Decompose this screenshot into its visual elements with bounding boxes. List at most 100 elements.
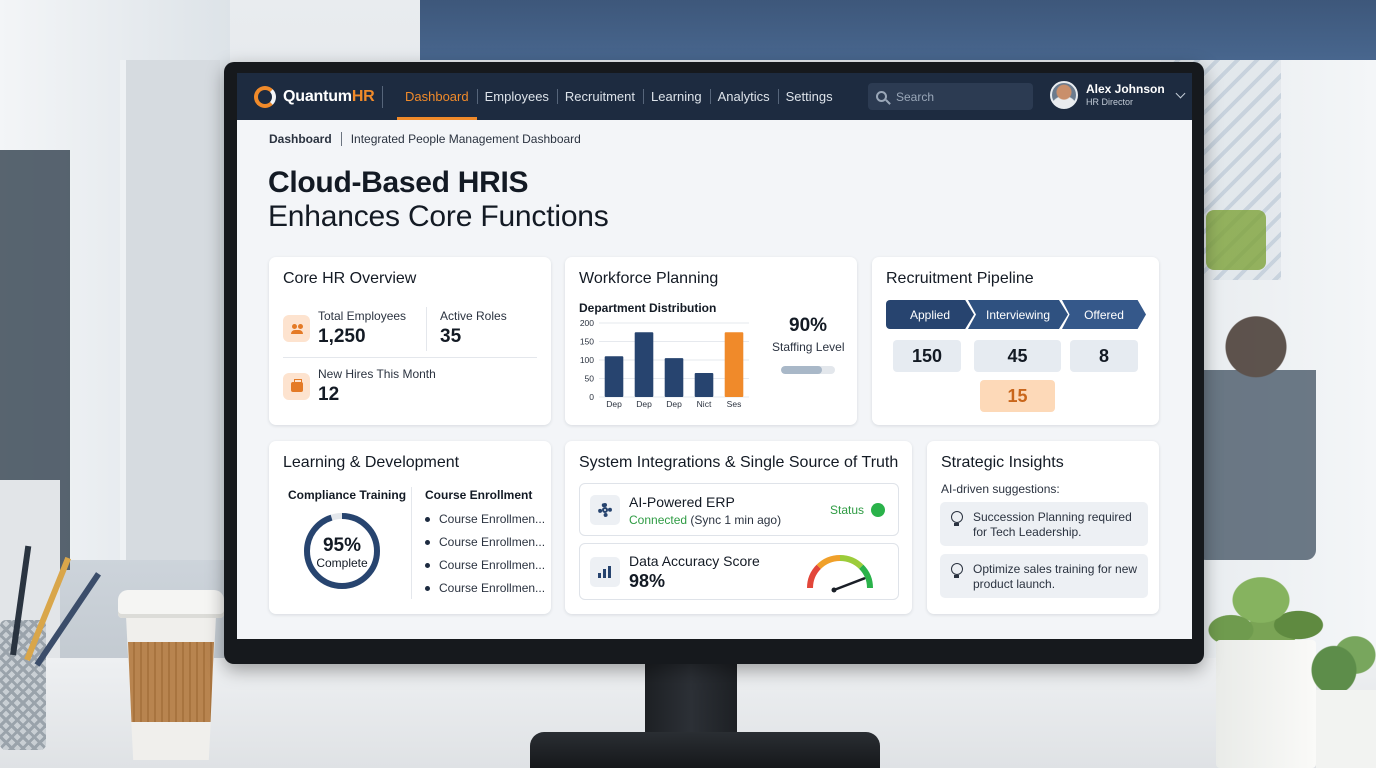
chart-bar: [694, 372, 714, 397]
chart-bar: [664, 358, 684, 397]
applied-count: 150: [893, 340, 961, 372]
x-tick-label: Dep: [666, 399, 682, 409]
chart-subtitle: Department Distribution: [579, 301, 717, 315]
list-item[interactable]: Course Enrollmen...: [425, 512, 545, 526]
compliance-caption: Complete: [316, 556, 368, 570]
card-title: Strategic Insights: [941, 454, 1064, 471]
card-title: Recruitment Pipeline: [886, 270, 1034, 287]
app-logo[interactable]: QuantumHR: [254, 86, 375, 108]
search-icon: [876, 91, 887, 102]
accuracy-value: 98%: [629, 571, 666, 591]
divider: [411, 487, 412, 599]
nav-item-dashboard[interactable]: Dashboard: [397, 73, 477, 120]
coffee-cup: [118, 590, 224, 760]
staffing-progress-bar: [781, 366, 835, 374]
bullet: [425, 539, 430, 545]
card-title: Workforce Planning: [579, 270, 719, 287]
learning-development-card: Learning & Development Compliance Traini…: [269, 441, 551, 614]
pipeline-stages: Applied Interviewing Offered: [886, 300, 1146, 329]
lightbulb-icon: [951, 563, 963, 578]
chevron-down-icon[interactable]: [1175, 88, 1186, 98]
department-distribution-chart: 0 50 100 150 200 Dep Dep Dep Nict Ses: [580, 318, 749, 409]
background-person: [1196, 300, 1316, 560]
plant-pot: [1216, 640, 1316, 768]
logo-text: QuantumHR: [283, 88, 375, 105]
bullet: [425, 562, 430, 568]
accuracy-gauge: [807, 555, 873, 593]
insight-item[interactable]: Succession Planning required for Tech Le…: [940, 502, 1148, 546]
compliance-training-label: Compliance Training: [288, 488, 407, 502]
active-roles-label: Active Roles: [440, 309, 507, 323]
insight-item[interactable]: Optimize sales training for new product …: [940, 554, 1148, 598]
new-hires-value: 12: [318, 384, 340, 405]
x-tick-label: Dep: [636, 399, 652, 409]
gauge-needle: [832, 577, 866, 592]
offered-count: 8: [1070, 340, 1138, 372]
monitor-stand: [645, 660, 737, 740]
list-item[interactable]: Course Enrollmen...: [425, 581, 545, 595]
status-indicator: [871, 503, 885, 517]
nav-item-employees[interactable]: Employees: [476, 73, 557, 120]
gauge-arc: [807, 564, 822, 589]
list-item[interactable]: Course Enrollmen...: [425, 558, 545, 572]
page-title: Cloud-Based HRIS: [268, 166, 529, 199]
card-title: System Integrations & Single Source of T…: [579, 454, 899, 471]
stage-offered[interactable]: Offered: [1062, 300, 1146, 329]
user-menu[interactable]: Alex Johnson HR Director: [1050, 81, 1186, 109]
user-name: Alex Johnson: [1086, 82, 1165, 96]
x-tick-label: Dep: [606, 399, 622, 409]
bullet: [425, 516, 430, 522]
insights-subtitle: AI-driven suggestions:: [941, 482, 1060, 496]
y-tick-label: 150: [580, 337, 594, 347]
avatar[interactable]: [1050, 81, 1078, 109]
staffing-level-label: Staffing Level: [772, 340, 845, 354]
card-title: Core HR Overview: [283, 270, 417, 287]
search-input[interactable]: [896, 89, 1026, 104]
x-tick-label: Ses: [727, 399, 742, 409]
background-wall-plant: [1206, 210, 1266, 270]
pen-holder: [0, 620, 46, 750]
lightbulb-icon: [951, 511, 963, 526]
logo-icon: [254, 86, 276, 108]
background-ceiling-beam: [420, 0, 1376, 60]
chart-bar: [604, 356, 624, 397]
strategic-insights-card: Strategic Insights AI-driven suggestions…: [927, 441, 1159, 614]
nav-item-learning[interactable]: Learning: [643, 73, 710, 120]
nav-item-settings[interactable]: Settings: [777, 73, 841, 120]
y-tick-label: 50: [585, 374, 595, 384]
desk-plant-small: [1306, 625, 1376, 700]
breadcrumb-root[interactable]: Dashboard: [269, 132, 332, 146]
y-tick-label: 200: [580, 318, 594, 328]
nav-divider: [382, 86, 383, 108]
insight-text: Optimize sales training for new product …: [973, 562, 1138, 591]
breadcrumb: Dashboard Integrated People Management D…: [269, 132, 581, 146]
list-item[interactable]: Course Enrollmen...: [425, 535, 545, 549]
main-nav: Dashboard Employees Recruitment Learning…: [397, 73, 841, 120]
compliance-percent: 95%: [322, 535, 362, 556]
core-hr-card: Core HR Overview Total Employees 1,250 A…: [269, 257, 551, 425]
bullet: [425, 585, 430, 591]
stage-interviewing[interactable]: Interviewing: [968, 300, 1068, 329]
staffing-progress-fill: [781, 366, 823, 374]
interviewing-count: 45: [974, 340, 1061, 372]
gauge-arc: [839, 555, 864, 570]
breadcrumb-separator: [340, 132, 342, 146]
chart-bar: [724, 332, 744, 397]
data-accuracy-row[interactable]: Data Accuracy Score 98%: [579, 543, 899, 600]
nav-item-recruitment[interactable]: Recruitment: [556, 73, 643, 120]
erp-status-line: Connected (Sync 1 min ago): [629, 513, 782, 527]
divider: [426, 307, 427, 351]
plant-pot-small: [1316, 690, 1376, 768]
y-tick-label: 0: [589, 392, 594, 402]
highlighted-count: 15: [980, 380, 1055, 412]
accuracy-title: Data Accuracy Score: [629, 553, 760, 569]
system-integrations-card: System Integrations & Single Source of T…: [565, 441, 912, 614]
breadcrumb-current: Integrated People Management Dashboard: [350, 132, 581, 146]
erp-integration-row[interactable]: AI-Powered ERP Connected (Sync 1 min ago…: [579, 483, 899, 536]
stage-applied[interactable]: Applied: [886, 300, 974, 329]
page-subtitle: Enhances Core Functions: [268, 200, 609, 233]
nav-item-analytics[interactable]: Analytics: [709, 73, 778, 120]
search-box[interactable]: [868, 83, 1033, 110]
gauge-arc: [816, 555, 841, 570]
user-role: HR Director: [1086, 97, 1134, 107]
